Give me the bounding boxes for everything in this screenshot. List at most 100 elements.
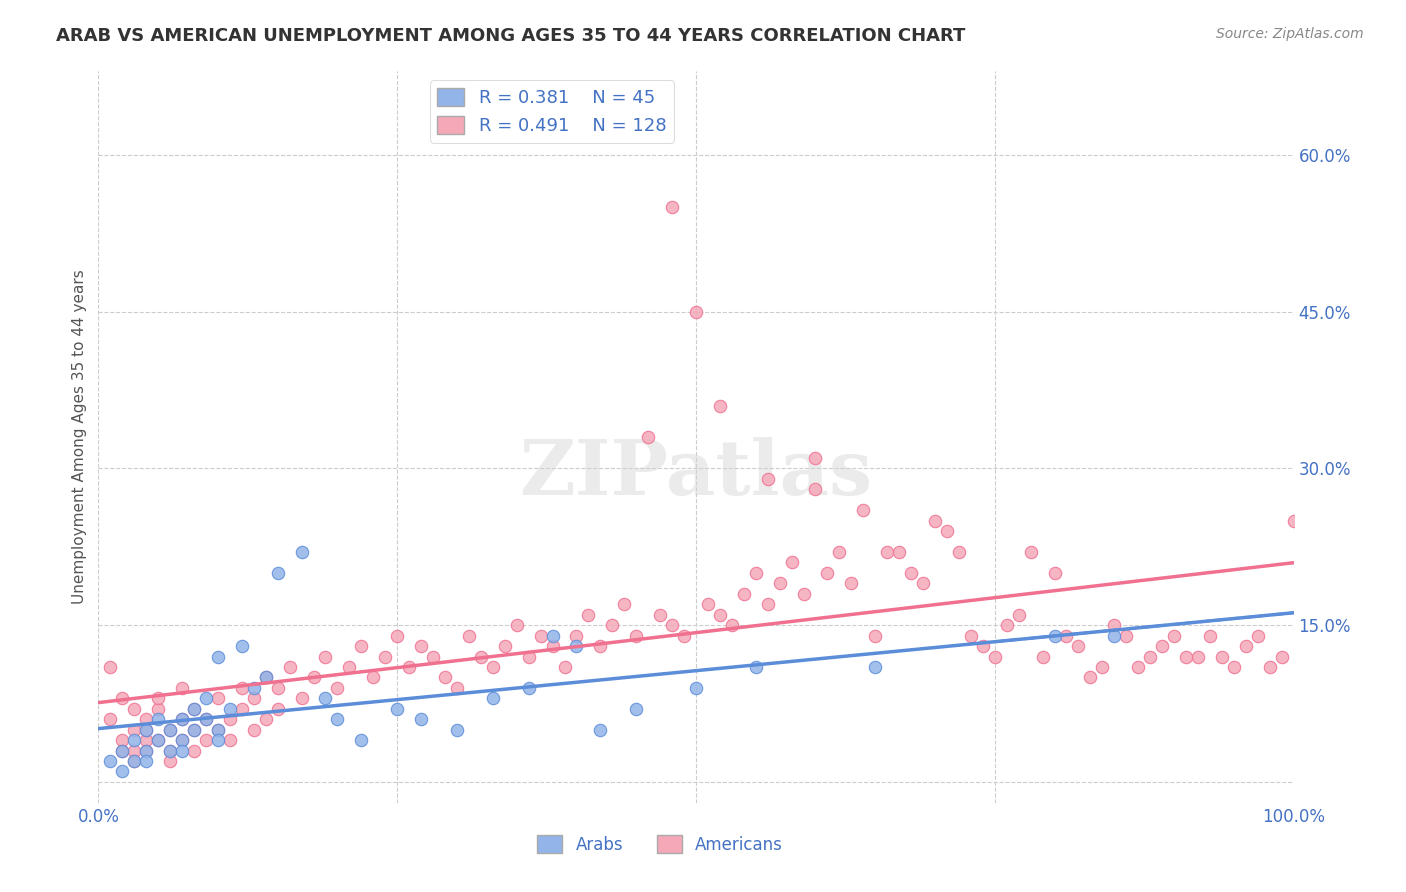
Point <box>1222 660 1246 674</box>
Point <box>852 503 875 517</box>
Point <box>828 545 851 559</box>
Point <box>756 472 779 486</box>
Point <box>254 670 277 684</box>
Point <box>148 733 170 747</box>
Point <box>411 639 433 653</box>
Point <box>1115 629 1137 643</box>
Point <box>626 702 648 716</box>
Point <box>302 670 325 684</box>
Point <box>433 670 456 684</box>
Point <box>326 712 349 726</box>
Point <box>1175 649 1198 664</box>
Point <box>291 545 314 559</box>
Point <box>494 639 516 653</box>
Point <box>172 712 194 726</box>
Point <box>756 597 779 611</box>
Point <box>661 618 683 632</box>
Point <box>1187 649 1209 664</box>
Point <box>1150 639 1173 653</box>
Point <box>385 702 409 716</box>
Point <box>863 629 887 643</box>
Point <box>111 733 134 747</box>
Point <box>1102 618 1125 632</box>
Point <box>98 660 122 674</box>
Point <box>1007 607 1029 622</box>
Point <box>481 691 505 706</box>
Point <box>124 754 146 768</box>
Point <box>207 723 229 737</box>
Point <box>876 545 898 559</box>
Point <box>685 681 707 695</box>
Point <box>148 702 170 716</box>
Point <box>1282 514 1305 528</box>
Point <box>135 754 157 768</box>
Point <box>661 200 683 214</box>
Point <box>135 733 157 747</box>
Text: ARAB VS AMERICAN UNEMPLOYMENT AMONG AGES 35 TO 44 YEARS CORRELATION CHART: ARAB VS AMERICAN UNEMPLOYMENT AMONG AGES… <box>56 27 966 45</box>
Point <box>948 545 970 559</box>
Point <box>207 733 229 747</box>
Point <box>231 681 253 695</box>
Point <box>589 723 612 737</box>
Point <box>231 639 253 653</box>
Point <box>135 723 157 737</box>
Y-axis label: Unemployment Among Ages 35 to 44 years: Unemployment Among Ages 35 to 44 years <box>72 269 87 605</box>
Point <box>172 743 194 757</box>
Point <box>124 754 146 768</box>
Point <box>733 587 755 601</box>
Point <box>111 743 134 757</box>
Point <box>135 712 157 726</box>
Point <box>911 576 934 591</box>
Point <box>1043 566 1066 580</box>
Point <box>709 399 731 413</box>
Point <box>565 639 588 653</box>
Point <box>1246 629 1268 643</box>
Point <box>1258 660 1281 674</box>
Point <box>1234 639 1257 653</box>
Point <box>889 545 911 559</box>
Point <box>183 723 205 737</box>
Point <box>841 576 863 591</box>
Point <box>385 629 409 643</box>
Point <box>315 649 337 664</box>
Point <box>374 649 396 664</box>
Point <box>565 629 588 643</box>
Point <box>124 723 146 737</box>
Point <box>111 691 134 706</box>
Point <box>254 712 277 726</box>
Point <box>1198 629 1220 643</box>
Point <box>422 649 444 664</box>
Point <box>159 754 181 768</box>
Point <box>529 629 551 643</box>
Point <box>637 430 659 444</box>
Point <box>207 723 229 737</box>
Point <box>231 702 253 716</box>
Point <box>673 629 696 643</box>
Point <box>148 691 170 706</box>
Point <box>148 712 170 726</box>
Point <box>995 618 1018 632</box>
Point <box>541 629 564 643</box>
Point <box>159 743 181 757</box>
Point <box>541 639 564 653</box>
Point <box>446 723 468 737</box>
Point <box>172 712 194 726</box>
Point <box>1128 660 1150 674</box>
Point <box>576 607 599 622</box>
Point <box>1043 629 1066 643</box>
Point <box>1211 649 1233 664</box>
Point <box>172 733 194 747</box>
Point <box>243 681 266 695</box>
Point <box>350 639 373 653</box>
Text: Source: ZipAtlas.com: Source: ZipAtlas.com <box>1216 27 1364 41</box>
Point <box>481 660 505 674</box>
Point <box>350 733 373 747</box>
Point <box>159 743 181 757</box>
Point <box>863 660 887 674</box>
Point <box>959 629 981 643</box>
Point <box>972 639 994 653</box>
Point <box>697 597 720 611</box>
Point <box>339 660 360 674</box>
Point <box>183 702 205 716</box>
Point <box>135 723 157 737</box>
